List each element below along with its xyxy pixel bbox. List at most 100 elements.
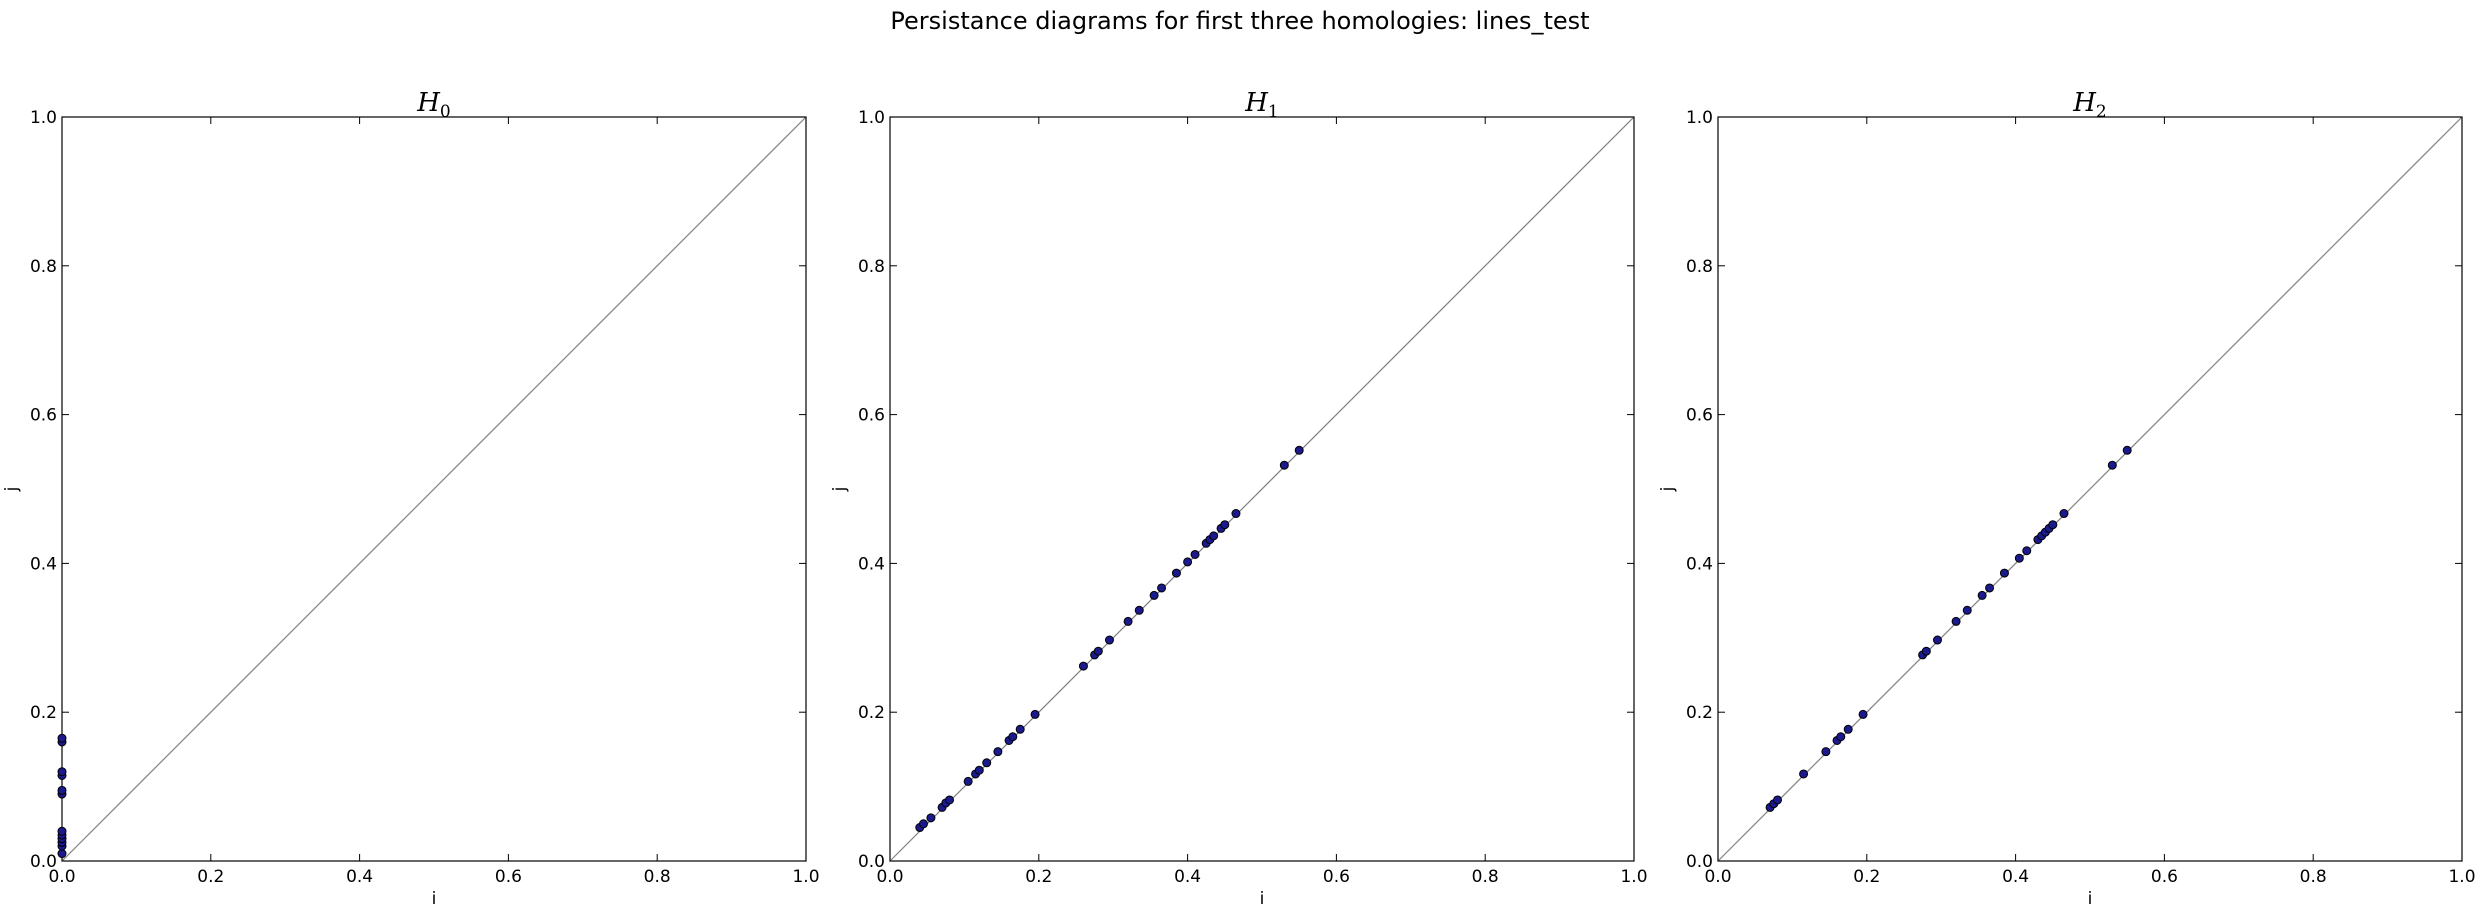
y-tick-label: 1.0 (1686, 108, 1713, 128)
x-tick-label: 0.0 (876, 867, 903, 887)
data-point (1123, 616, 1133, 626)
data-point (1149, 590, 1159, 600)
y-tick-label: 0.0 (1686, 852, 1713, 872)
x-tick-label: 0.4 (1174, 867, 1201, 887)
y-tick-label: 0.8 (30, 257, 57, 277)
y-tick-label: 0.0 (30, 852, 57, 872)
panel-title-letter: H (2072, 88, 2097, 118)
y-tick-label: 0.6 (30, 406, 57, 426)
data-point (1104, 635, 1114, 645)
data-point (1821, 747, 1831, 757)
data-point (1231, 509, 1241, 519)
y-tick-label: 0.4 (1686, 554, 1713, 574)
chart-panel-h0: H0 0.0 0.2 0.4 0.6 0.8 1.0 0.0 0.2 0.4 0.6 0.8 1.0 i j (2, 88, 820, 909)
data-point (2059, 509, 2069, 519)
panel-title: H2 (2072, 88, 2107, 122)
data-point (1294, 445, 1304, 455)
panels-group: H00.0 0.2 0.4 0.6 0.8 1.00.00.20.40.60.81.0ij… (2, 88, 2476, 909)
data-point (2022, 546, 2032, 556)
data-point (918, 819, 928, 829)
y-tick-label: 0.4 (30, 554, 57, 574)
x-tick-label: 1.0 (1620, 867, 1647, 887)
chart-panel-h1: H1 0.0 0.2 0.4 0.6 0.8 1.0 0.0 0.2 0.4 0.6 0.8 1.0 i j (830, 88, 1648, 909)
data-point (1858, 709, 1868, 719)
x-tick-label: 0.6 (1323, 867, 1350, 887)
data-point (926, 813, 936, 823)
panel-title: H0 (416, 88, 451, 122)
data-point (57, 849, 67, 859)
data-point (1799, 769, 1809, 779)
data-point (1008, 732, 1018, 742)
data-point (2014, 553, 2024, 563)
x-tick-label: 0.6 (2151, 867, 2178, 887)
y-tick-label: 1.0 (30, 108, 57, 128)
data-point (2107, 460, 2117, 470)
panel-title-letter: H (1244, 88, 1269, 118)
y-tick-label: 0.6 (1686, 406, 1713, 426)
data-point (1962, 605, 1972, 615)
data-point (57, 826, 67, 836)
chart-panel-h2: H2 0.0 0.2 0.4 0.6 0.8 1.0 0.0 0.2 0.4 0.6 0.8 1.0 i j (1658, 88, 2476, 909)
data-point (974, 765, 984, 775)
data-point (1183, 557, 1193, 567)
panel-title-subscript: 2 (2096, 102, 2107, 122)
data-point (963, 776, 973, 786)
x-tick-label: 0.2 (197, 867, 224, 887)
data-point (1773, 795, 1783, 805)
y-tick-label: 0.2 (1686, 703, 1713, 723)
y-tick-label: 1.0 (858, 108, 885, 128)
x-tick-label: 0.4 (346, 867, 373, 887)
data-point (1843, 724, 1853, 734)
data-point (1190, 549, 1200, 559)
data-point (1977, 590, 1987, 600)
data-point (57, 785, 67, 795)
data-point (1134, 605, 1144, 615)
x-axis-label: i (1260, 889, 1265, 909)
panel-title-subscript: 1 (1268, 102, 1279, 122)
y-tick-label: 0.8 (858, 257, 885, 277)
y-tick-label: 0.2 (30, 703, 57, 723)
y-tick-label: 0.2 (858, 703, 885, 723)
x-tick-label: 0.2 (1853, 867, 1880, 887)
diagonal-line (61, 116, 807, 862)
y-tick-label: 0.4 (858, 554, 885, 574)
data-point (1951, 616, 1961, 626)
panel-title: H1 (1244, 88, 1279, 122)
data-point (2048, 520, 2058, 530)
data-point (945, 795, 955, 805)
y-axis-label: j (2, 487, 22, 493)
data-point (1093, 646, 1103, 656)
data-point (1932, 635, 1942, 645)
data-point (1921, 646, 1931, 656)
data-point (1015, 724, 1025, 734)
y-tick-label: 0.6 (858, 406, 885, 426)
x-tick-label: 0.4 (2002, 867, 2029, 887)
figure-suptitle: Persistance diagrams for first three hom… (890, 7, 1589, 35)
data-point (993, 747, 1003, 757)
x-tick-label: 1.0 (2448, 867, 2475, 887)
x-tick-label: 1.0 (792, 867, 819, 887)
x-tick-label: 0.2 (1025, 867, 1052, 887)
x-tick-label: 0.0 (48, 867, 75, 887)
panel-title-letter: H (416, 88, 441, 118)
y-axis-label: j (830, 487, 850, 493)
x-axis-label: i (432, 889, 437, 909)
data-point (1157, 583, 1167, 593)
data-point (1279, 460, 1289, 470)
data-point (1836, 732, 1846, 742)
x-tick-label: 0.6 (495, 867, 522, 887)
data-point (1985, 583, 1995, 593)
y-tick-label: 0.8 (1686, 257, 1713, 277)
x-axis-label: i (2088, 889, 2093, 909)
data-point (57, 733, 67, 743)
data-point (1220, 520, 1230, 530)
data-point (1030, 709, 1040, 719)
x-tick-label: 0.8 (644, 867, 671, 887)
panel-title-subscript: 0 (440, 102, 451, 122)
y-axis-label: j (1658, 487, 1678, 493)
data-point (1999, 568, 2009, 578)
data-point (1209, 531, 1219, 541)
data-point (2122, 445, 2132, 455)
data-point (1171, 568, 1181, 578)
